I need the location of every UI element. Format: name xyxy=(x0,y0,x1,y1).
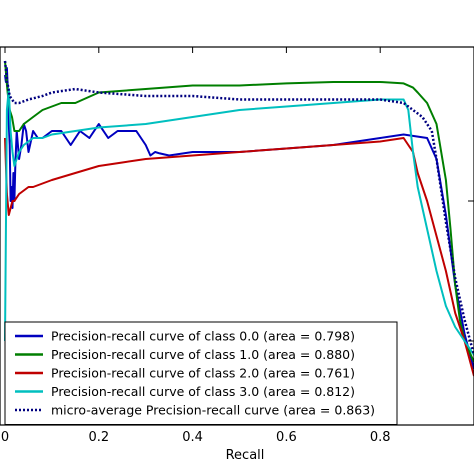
legend-box xyxy=(4,321,398,425)
legend-label-4: micro-average Precision-recall curve (ar… xyxy=(51,403,375,418)
x-tick-label: 0.2 xyxy=(88,430,109,445)
series-line-4 xyxy=(3,60,474,356)
legend-label-2: Precision-recall curve of class 2.0 (are… xyxy=(51,366,355,381)
legend-label-3: Precision-recall curve of class 3.0 (are… xyxy=(51,384,355,399)
x-axis-label: Recall xyxy=(226,448,265,463)
series-line-1 xyxy=(4,60,474,363)
x-tick-label: 0.8 xyxy=(370,430,391,445)
x-tick-label: 0.6 xyxy=(276,430,297,445)
legend-label-0: Precision-recall curve of class 0.0 (are… xyxy=(51,329,355,344)
series-line-2 xyxy=(4,137,474,377)
legend-label-1: Precision-recall curve of class 1.0 (are… xyxy=(51,347,355,362)
series-line-3 xyxy=(4,88,474,356)
x-tick-label: 0 xyxy=(1,430,9,445)
x-tick-label: 0.4 xyxy=(182,430,203,445)
